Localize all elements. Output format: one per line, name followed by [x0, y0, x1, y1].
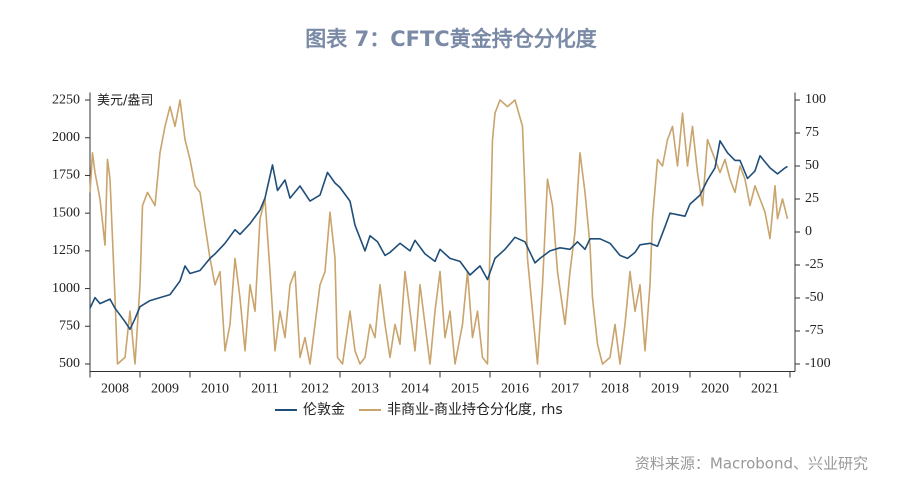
y-tick-label: 1000	[52, 281, 80, 296]
chart-title: 图表 7：CFTC黄金持仓分化度	[305, 27, 596, 51]
y2-tick-label: 25	[805, 191, 819, 206]
x-tick-label: 2017	[551, 382, 579, 397]
y-tick-label: 1500	[52, 205, 80, 220]
x-tick-label: 2021	[751, 382, 779, 397]
x-tick-label: 2018	[601, 382, 629, 397]
y-tick-label: 500	[59, 356, 80, 371]
y-tick-label: 1750	[52, 168, 80, 183]
x-tick-label: 2011	[251, 382, 278, 397]
y2-tick-label: 100	[805, 92, 826, 107]
y-tick-label: 2250	[52, 92, 80, 107]
x-tick-label: 2008	[101, 382, 129, 397]
y2-tick-label: 75	[805, 125, 819, 140]
x-tick-label: 2014	[401, 382, 429, 397]
legend-label: 伦敦金	[303, 402, 345, 418]
x-tick-label: 2016	[501, 382, 529, 397]
x-tick-label: 2010	[201, 382, 229, 397]
y-tick-label: 1250	[52, 243, 80, 258]
y2-tick-label: -25	[805, 257, 824, 272]
y-tick-label: 2000	[52, 130, 80, 145]
y-tick-label: 750	[59, 318, 80, 333]
x-tick-label: 2019	[651, 382, 679, 397]
y2-tick-label: 0	[805, 224, 812, 239]
x-tick-label: 2013	[351, 382, 379, 397]
y2-tick-label: -75	[805, 323, 824, 338]
x-tick-label: 2015	[451, 382, 479, 397]
y2-tick-label: 50	[805, 158, 819, 173]
data-line	[89, 99, 789, 365]
y2-tick-label: -50	[805, 290, 824, 305]
y2-tick-label: -100	[805, 356, 831, 371]
legend-label: 非商业-商业持仓分化度, rhs	[387, 402, 563, 418]
x-tick-label: 2020	[701, 382, 729, 397]
y-axis-unit: 美元/盎司	[97, 94, 153, 109]
data-line	[89, 140, 788, 331]
x-tick-label: 2012	[301, 382, 329, 397]
source-note: 资料来源：Macrobond、兴业研究	[635, 455, 868, 473]
x-tick-label: 2009	[151, 382, 179, 397]
